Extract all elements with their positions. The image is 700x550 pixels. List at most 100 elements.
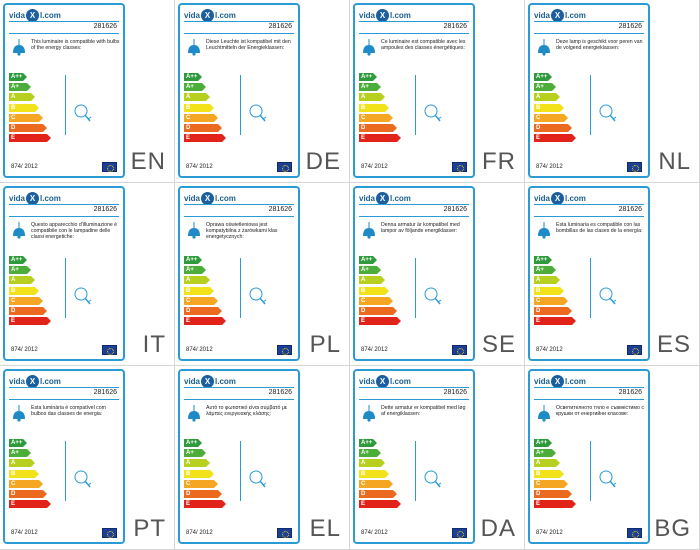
energy-class-bar: B xyxy=(9,286,39,295)
brand-logo-left: vida xyxy=(359,376,376,386)
language-code: PL xyxy=(309,331,341,358)
eu-flag-icon xyxy=(277,345,292,355)
energy-class-bar: A+ xyxy=(534,83,556,92)
pendant-lamp-icon xyxy=(188,222,200,239)
energy-class-bar: D xyxy=(184,489,222,498)
pendant-lamp-icon xyxy=(538,222,550,239)
product-code: 281626 xyxy=(618,23,642,30)
brand-logo-left: vida xyxy=(534,10,551,20)
regulation-number: 874/ 2012 xyxy=(361,347,388,353)
energy-class-bar: B xyxy=(359,286,389,295)
divider xyxy=(359,204,469,205)
energy-class-bar: A++ xyxy=(534,256,552,264)
brand-logo-left: vida xyxy=(184,193,201,203)
energy-class-bar: C xyxy=(534,296,568,305)
pendant-lamp-icon xyxy=(363,39,375,56)
energy-class-bar: D xyxy=(9,489,47,498)
energy-class-bar: C xyxy=(359,296,393,305)
energy-class-bar: A+ xyxy=(184,449,206,458)
divider xyxy=(534,33,644,34)
product-code: 281626 xyxy=(93,206,117,213)
energy-class-bar: D xyxy=(359,489,397,498)
energy-class-bar: E xyxy=(9,134,51,143)
compatibility-bracket xyxy=(240,258,242,318)
eu-flag-icon xyxy=(102,528,117,538)
energy-class-scale: A++ A+ A B C D E xyxy=(9,73,69,144)
compatibility-text: Diese Leuchte ist kompatibel mit den Leu… xyxy=(206,39,291,51)
eu-flag-icon xyxy=(452,345,467,355)
brand-logo-badge: X xyxy=(376,8,390,22)
product-code: 281626 xyxy=(443,389,467,396)
eu-flag-icon xyxy=(277,528,292,538)
brand-logo-badge: X xyxy=(201,8,215,22)
pendant-lamp-icon xyxy=(188,405,200,422)
divider xyxy=(534,21,644,22)
energy-class-bar: A++ xyxy=(9,256,27,264)
energy-class-bar: A++ xyxy=(184,73,202,81)
divider xyxy=(534,387,644,388)
divider xyxy=(534,204,644,205)
energy-class-bar: A xyxy=(9,459,35,468)
energy-class-bar: D xyxy=(534,123,572,132)
energy-class-scale: A++ A+ A B C D E xyxy=(534,73,594,144)
energy-class-bar: A+ xyxy=(534,266,556,275)
compatibility-bracket xyxy=(590,258,592,318)
language-code: ES xyxy=(656,331,691,358)
brand-logo-left: vida xyxy=(9,376,26,386)
regulation-number: 874/ 2012 xyxy=(361,164,388,170)
energy-class-bar: A++ xyxy=(534,73,552,81)
energy-class-bar: A++ xyxy=(534,439,552,447)
divider xyxy=(9,399,119,400)
energy-class-bar: D xyxy=(9,306,47,315)
product-code: 281626 xyxy=(268,389,292,396)
regulation-number: 874/ 2012 xyxy=(186,530,213,536)
energy-class-scale: A++ A+ A B C D E xyxy=(359,73,419,144)
brand-logo-right: l.com xyxy=(390,193,411,203)
energy-class-bar: A+ xyxy=(9,266,31,275)
brand-logo-left: vida xyxy=(534,376,551,386)
compatibility-bracket xyxy=(415,75,417,135)
pendant-lamp-icon xyxy=(363,405,375,422)
eu-flag-icon xyxy=(627,162,642,172)
energy-class-bar: B xyxy=(184,286,214,295)
energy-class-scale: A++ A+ A B C D E xyxy=(9,439,69,510)
divider xyxy=(534,216,644,217)
compatibility-text: Deze lamp is geschikt voor peren van de … xyxy=(556,39,643,51)
language-code: IT xyxy=(142,331,166,358)
product-code: 281626 xyxy=(93,23,117,30)
compatibility-bracket xyxy=(415,258,417,318)
pendant-lamp-icon xyxy=(363,222,375,239)
energy-class-bar: D xyxy=(9,123,47,132)
brand-logo-left: vida xyxy=(9,193,26,203)
eu-flag-icon xyxy=(452,528,467,538)
product-code: 281626 xyxy=(268,23,292,30)
energy-class-bar: C xyxy=(184,296,218,305)
energy-class-scale: A++ A+ A B C D E xyxy=(184,256,244,327)
compatibility-bracket xyxy=(590,75,592,135)
language-code: SE xyxy=(481,331,516,358)
divider xyxy=(184,399,294,400)
energy-class-bar: E xyxy=(534,134,576,143)
energy-class-bar: A xyxy=(534,276,560,285)
regulation-number: 874/ 2012 xyxy=(536,530,563,536)
compatibility-bracket xyxy=(65,441,67,501)
divider xyxy=(184,33,294,34)
energy-class-bar: D xyxy=(534,306,572,315)
eu-flag-icon xyxy=(627,528,642,538)
bulb-icon xyxy=(599,287,617,305)
energy-class-bar: B xyxy=(9,103,39,112)
energy-class-scale: A++ A+ A B C D E xyxy=(534,256,594,327)
divider xyxy=(359,216,469,217)
pendant-lamp-icon xyxy=(13,405,25,422)
